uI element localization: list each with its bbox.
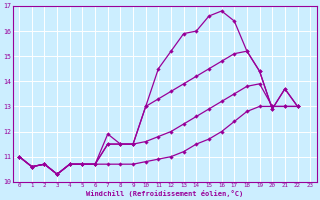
X-axis label: Windchill (Refroidissement éolien,°C): Windchill (Refroidissement éolien,°C)	[86, 190, 243, 197]
